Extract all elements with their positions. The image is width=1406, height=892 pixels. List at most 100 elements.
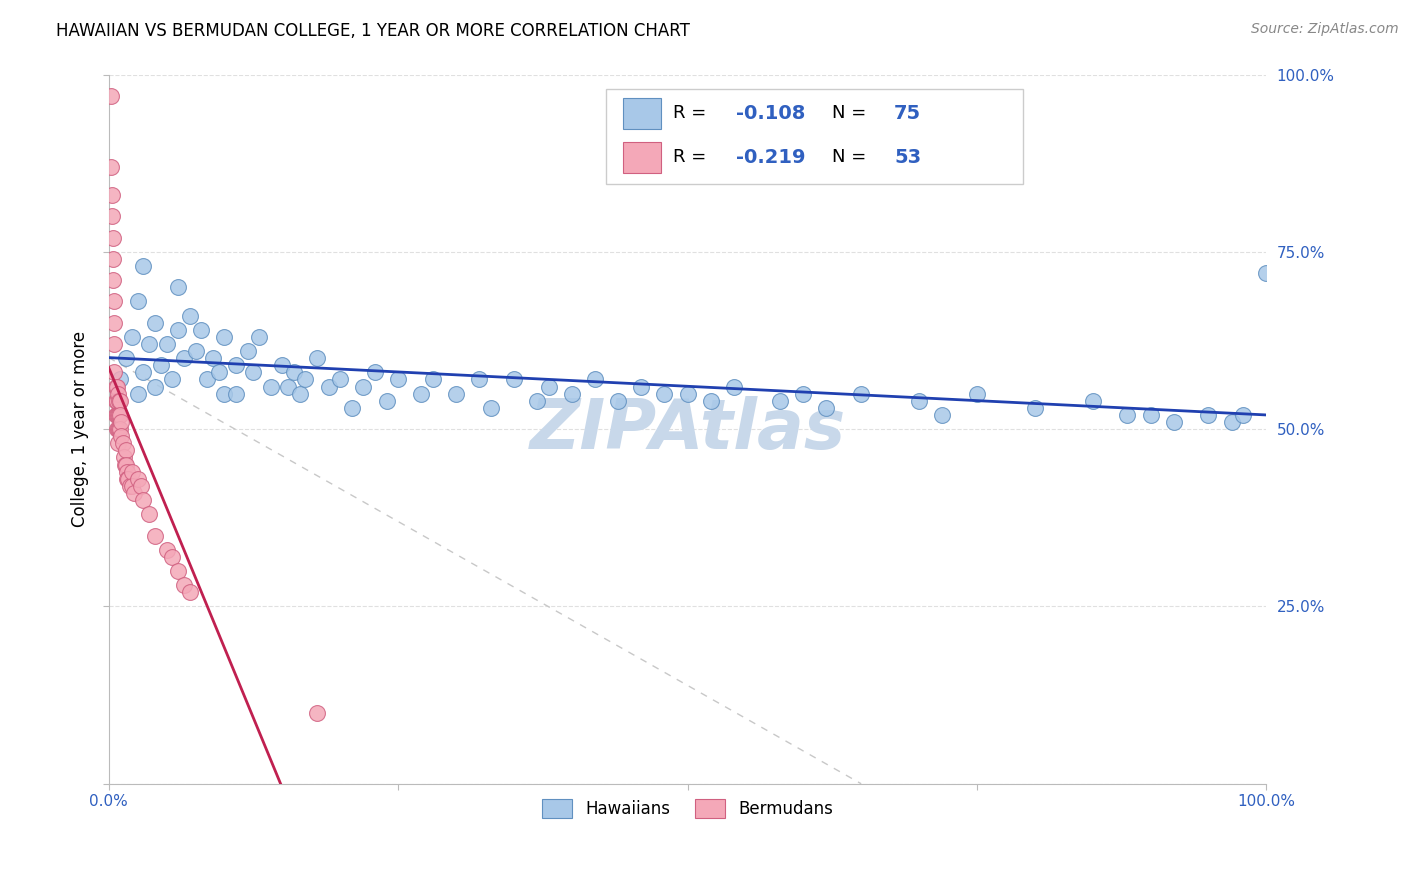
Point — [114, 458, 136, 472]
Point — [1163, 415, 1185, 429]
Point — [214, 386, 236, 401]
Point — [583, 372, 606, 386]
Point — [110, 422, 132, 436]
Point — [966, 386, 988, 401]
Point — [105, 408, 128, 422]
Point — [107, 408, 129, 422]
Point — [352, 379, 374, 393]
Point — [1198, 408, 1220, 422]
Point — [1232, 408, 1254, 422]
Text: ZIPAtlas: ZIPAtlas — [530, 396, 845, 463]
Point — [108, 393, 131, 408]
Point — [101, 210, 124, 224]
Y-axis label: College, 1 year or more: College, 1 year or more — [72, 331, 89, 527]
Point — [121, 479, 143, 493]
Point — [242, 365, 264, 379]
Point — [294, 372, 316, 386]
Point — [247, 330, 270, 344]
Point — [127, 386, 149, 401]
Text: HAWAIIAN VS BERMUDAN COLLEGE, 1 YEAR OR MORE CORRELATION CHART: HAWAIIAN VS BERMUDAN COLLEGE, 1 YEAR OR … — [56, 22, 690, 40]
Point — [105, 379, 128, 393]
Point — [225, 386, 247, 401]
Point — [307, 351, 329, 366]
Point — [195, 372, 218, 386]
Point — [307, 706, 329, 720]
Point — [101, 188, 124, 202]
Point — [143, 316, 166, 330]
Point — [103, 294, 125, 309]
Point — [561, 386, 583, 401]
Point — [502, 372, 524, 386]
Point — [1024, 401, 1046, 415]
Point — [479, 401, 502, 415]
Point — [111, 436, 134, 450]
Point — [468, 372, 491, 386]
Point — [104, 408, 127, 422]
Point — [654, 386, 676, 401]
Point — [132, 493, 155, 508]
Point — [167, 323, 190, 337]
Point — [110, 372, 132, 386]
Point — [112, 450, 135, 465]
Point — [607, 393, 630, 408]
Point — [115, 472, 138, 486]
Point — [132, 365, 155, 379]
Point — [143, 528, 166, 542]
Point — [162, 372, 184, 386]
Point — [104, 393, 127, 408]
Point — [155, 542, 177, 557]
Point — [110, 415, 132, 429]
Point — [260, 379, 283, 393]
Point — [115, 443, 138, 458]
Point — [537, 379, 560, 393]
Point — [110, 408, 132, 422]
Point — [236, 344, 259, 359]
Point — [173, 578, 195, 592]
Point — [179, 585, 201, 599]
Point — [214, 330, 236, 344]
Point — [769, 393, 792, 408]
Point — [115, 458, 138, 472]
Point — [155, 337, 177, 351]
Point — [931, 408, 953, 422]
Point — [103, 337, 125, 351]
Point — [103, 273, 125, 287]
Point — [792, 386, 814, 401]
Point — [103, 230, 125, 244]
Text: Source: ZipAtlas.com: Source: ZipAtlas.com — [1251, 22, 1399, 37]
Point — [676, 386, 699, 401]
Point — [375, 393, 398, 408]
Point — [143, 379, 166, 393]
Point — [108, 422, 131, 436]
Point — [127, 294, 149, 309]
Point — [115, 465, 138, 479]
Point — [121, 465, 143, 479]
Point — [1116, 408, 1139, 422]
Point — [1220, 415, 1243, 429]
Point — [422, 372, 444, 386]
Point — [121, 330, 143, 344]
Legend: Hawaiians, Bermudans: Hawaiians, Bermudans — [536, 792, 839, 825]
Point — [849, 386, 872, 401]
Point — [283, 365, 305, 379]
Point — [173, 351, 195, 366]
Point — [225, 359, 247, 373]
Point — [364, 365, 387, 379]
Point — [208, 365, 231, 379]
Point — [105, 393, 128, 408]
Point — [118, 479, 141, 493]
Point — [329, 372, 352, 386]
Point — [127, 472, 149, 486]
Point — [340, 401, 363, 415]
Point — [184, 344, 207, 359]
Point — [138, 337, 160, 351]
Point — [100, 160, 122, 174]
Point — [104, 379, 127, 393]
Point — [630, 379, 652, 393]
Point — [167, 564, 190, 578]
Point — [107, 436, 129, 450]
Point — [103, 252, 125, 266]
Point — [103, 316, 125, 330]
Point — [100, 88, 122, 103]
Point — [103, 365, 125, 379]
